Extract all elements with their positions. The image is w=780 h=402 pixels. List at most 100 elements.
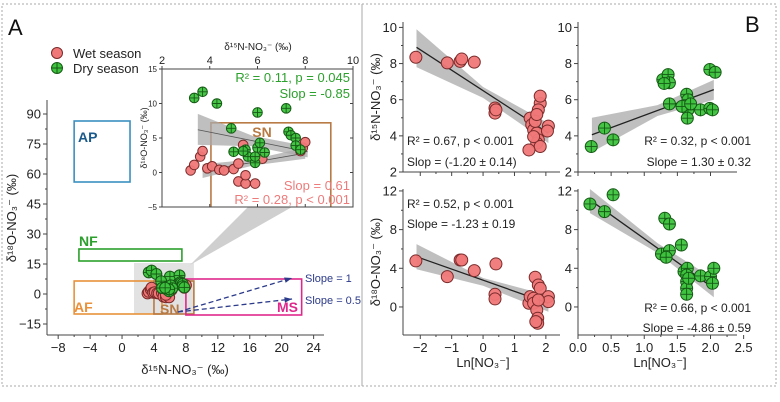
dry-season-point-cross — [663, 97, 676, 110]
y-tick-label: 60 — [27, 167, 41, 182]
y-tick-label: 0 — [390, 299, 397, 314]
dry-season-point-cross — [226, 123, 237, 134]
x-tick-label: 8 — [302, 55, 308, 67]
y-tick-label: 90 — [27, 107, 41, 122]
region-label-nf: NF — [79, 233, 98, 249]
x-axis-label: Ln[NO₃⁻] — [633, 355, 686, 370]
wet-season-point-circle — [522, 143, 536, 157]
dry-season-point-cross — [598, 122, 611, 135]
wet-season-point — [530, 108, 544, 122]
wet-season-point-circle — [467, 264, 481, 278]
y-tick-label: 0 — [565, 299, 572, 314]
wet-season-point — [409, 254, 423, 268]
wet-season-point — [533, 89, 547, 103]
region-label-af: AF — [74, 299, 93, 315]
stat-annotation: Slop = -0.85 — [280, 86, 350, 101]
x-tick-label: 1 — [511, 340, 518, 355]
confidence-band — [589, 189, 714, 298]
x-tick-label: 2 — [542, 340, 549, 355]
y-tick-label: 10 — [383, 20, 397, 35]
stat-annotation: Slope = -1.23 ± 0.19 — [407, 217, 516, 231]
dry-season-point-cross — [660, 251, 673, 264]
dry-season-point-cross — [295, 144, 306, 155]
wet-season-point — [299, 136, 311, 148]
panel-b-label: B — [745, 12, 760, 37]
dry-season-point — [662, 97, 676, 111]
dry-season-point-cross — [255, 138, 265, 148]
region-label-ms: MS — [277, 299, 298, 315]
wet-season-point-circle — [530, 108, 544, 122]
x-tick-label: −4 — [83, 340, 98, 355]
panel-a-border — [1, 3, 363, 387]
plot-area-TR — [584, 63, 722, 154]
wet-season-point-circle — [533, 89, 547, 103]
dry-season-point — [598, 121, 611, 135]
dry-season-point — [254, 137, 266, 149]
wet-season-point-circle — [299, 136, 311, 148]
chart-inset: 2 4 6 8 10 −5 0 5 10 15 δ¹⁵N-NO₃⁻ (‰) δ¹⁸O-NO₃⁻ (‰)… — [139, 42, 359, 212]
y-tick-label: 6 — [390, 92, 397, 107]
axes-TR — [574, 22, 737, 176]
dry-season-point — [225, 123, 237, 134]
y-tick-label: 10 — [148, 100, 157, 109]
dry-season-point — [295, 144, 306, 156]
dry-season-point-cross — [197, 86, 208, 97]
wet-season-point-circle — [467, 55, 481, 69]
dry-season-point — [680, 111, 694, 125]
wet-season-point — [529, 315, 543, 329]
dry-season-point-cross — [159, 282, 171, 294]
x-tick-label: 10 — [347, 55, 359, 67]
wet-season-point — [197, 145, 208, 157]
dry-season-point-cross — [585, 140, 598, 153]
dry-season-point — [188, 92, 200, 104]
chart-TL: 2 4 6 8 10 δ¹⁵N-NO₃⁻ (‰) R² = 0.67, p < 0.001 S… — [368, 20, 560, 180]
zoom-connector — [190, 207, 292, 265]
x-tick-label: 4 — [207, 55, 213, 67]
wet-season-point — [467, 55, 481, 69]
dry-season-point-cross — [259, 147, 270, 158]
dry-season-point — [684, 97, 698, 111]
wet-season-point — [455, 253, 469, 267]
y-tick-label: −15 — [19, 317, 41, 332]
x-axis-label: δ¹⁵N-NO₃⁻ (‰) — [141, 362, 229, 377]
dry-season-point — [682, 271, 696, 285]
y-tick-label: 2 — [565, 165, 572, 180]
x-tick-label: −2 — [413, 340, 428, 355]
wet-season-point — [488, 292, 502, 306]
x-tick-label: 0 — [479, 340, 486, 355]
wet-season-point-circle — [440, 270, 454, 284]
slope-arrowhead — [284, 297, 293, 303]
plot-area-TL — [409, 29, 555, 157]
dry-season-point-cross — [281, 103, 291, 114]
region-label-ap: AP — [78, 129, 97, 145]
y-tick-label: 30 — [27, 227, 41, 242]
x-axis-label: δ¹⁵N-NO₃⁻ (‰) — [224, 42, 291, 53]
dry-season-point-cross — [583, 197, 596, 210]
plot-area-inset — [185, 86, 332, 207]
dry-season-point-cross — [598, 205, 611, 218]
regression-line — [197, 129, 308, 153]
dry-season-point-cross — [250, 151, 260, 162]
y-tick-label: 4 — [390, 128, 397, 143]
plot-area-A — [73, 120, 303, 316]
wet-season-point-circle — [529, 315, 543, 329]
chart-TR: 2 4 6 8 10 R² = 0.32, p < 0.001 Slope = 1.30 ±… — [558, 20, 752, 180]
source-region-ms — [185, 278, 303, 316]
x-tick-label: 2.5 — [735, 340, 753, 355]
dry-season-point — [178, 281, 191, 294]
stat-annotation: R² = 0.28, p < 0.001 — [234, 192, 350, 207]
wet-season-point — [527, 130, 541, 144]
dry-season-point — [705, 103, 719, 117]
stat-annotation: R² = 0.66, p < 0.001 — [644, 301, 751, 315]
wet-season-point-circle — [409, 50, 423, 64]
stat-annotation: Slop = 0.61 — [284, 178, 350, 193]
dry-season-point-cross — [681, 112, 694, 125]
x-tick-label: −8 — [51, 340, 66, 355]
y-tick-label: 4 — [565, 128, 572, 143]
slope-arrow — [177, 277, 293, 313]
dry-season-point — [259, 147, 270, 158]
dry-season-point — [159, 281, 172, 294]
stat-annotation: R² = 0.52, p < 0.001 — [407, 197, 514, 211]
dry-season-point-cross — [238, 146, 248, 156]
dry-season-point — [674, 238, 688, 252]
